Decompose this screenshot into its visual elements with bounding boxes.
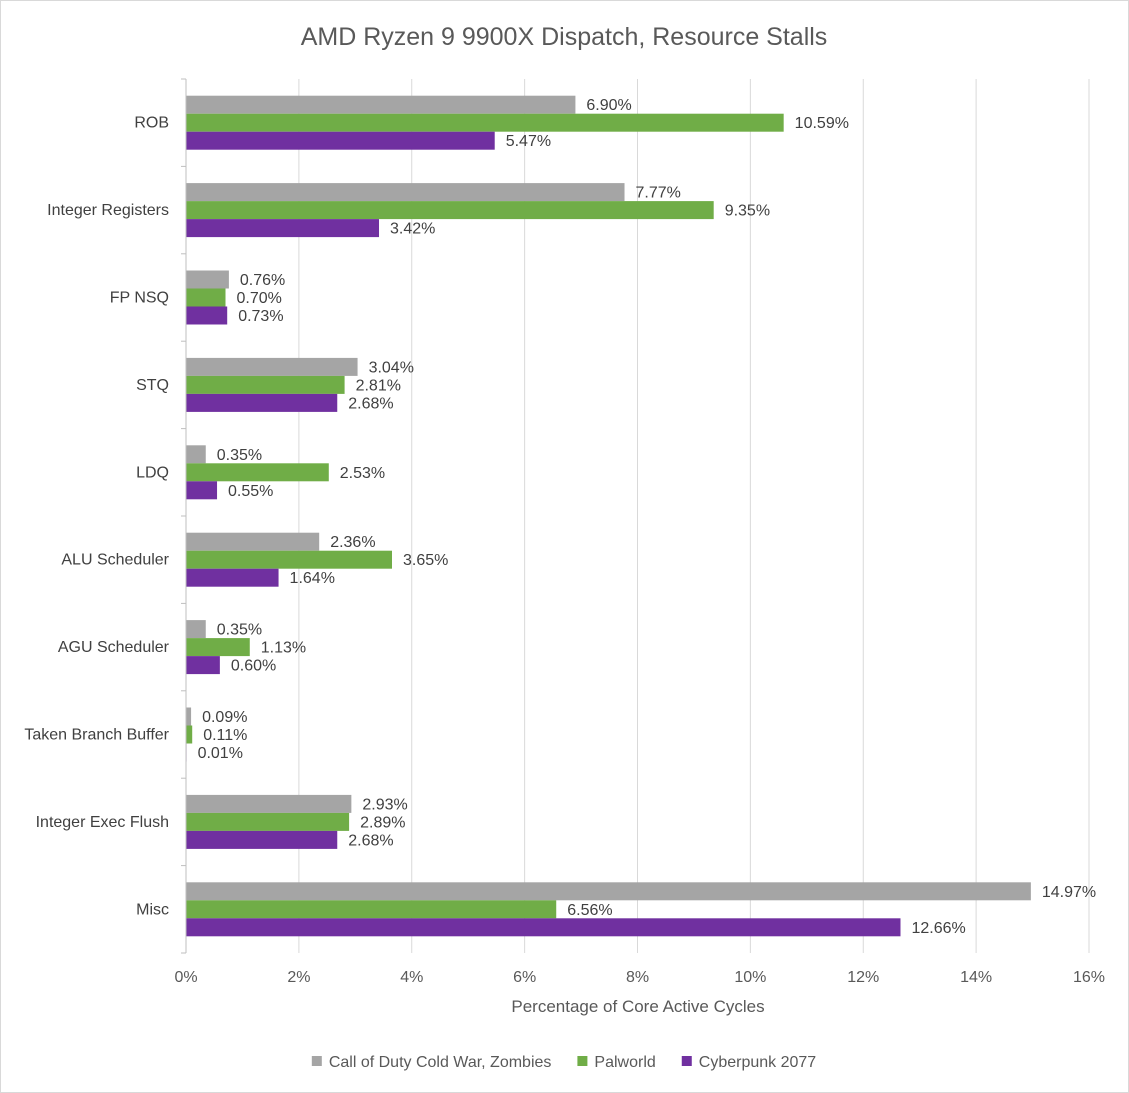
category-label: Misc xyxy=(136,901,169,918)
x-tick-label: 0% xyxy=(174,969,197,986)
category-label: Integer Exec Flush xyxy=(36,814,169,831)
bar xyxy=(186,532,320,551)
bar xyxy=(186,219,380,238)
bar xyxy=(186,393,338,412)
bar xyxy=(186,656,220,675)
legend-swatch xyxy=(577,1056,588,1066)
bar xyxy=(186,481,218,500)
data-label: 7.77% xyxy=(636,185,681,202)
data-label: 14.97% xyxy=(1042,884,1096,901)
category-label: Integer Registers xyxy=(47,202,169,219)
legend-swatch xyxy=(681,1056,692,1066)
data-label: 2.68% xyxy=(348,395,393,412)
data-label: 2.89% xyxy=(360,814,405,831)
bar xyxy=(186,445,206,464)
x-tick-label: 14% xyxy=(960,969,992,986)
bar xyxy=(186,550,392,569)
data-label: 2.68% xyxy=(348,832,393,849)
bar xyxy=(186,620,206,639)
axes xyxy=(181,78,187,954)
data-label: 2.93% xyxy=(362,796,407,813)
bar xyxy=(186,95,576,114)
x-tick-label: 12% xyxy=(847,969,879,986)
category-label: Taken Branch Buffer xyxy=(24,727,169,744)
bar xyxy=(186,794,352,813)
data-label: 2.36% xyxy=(330,534,375,551)
legend: Call of Duty Cold War, Zombies Palworld Cy… xyxy=(311,1054,817,1071)
legend-label: Cyberpunk 2077 xyxy=(699,1054,817,1071)
bar xyxy=(186,568,279,587)
x-axis-title: Percentage of Core Active Cycles xyxy=(511,997,764,1016)
bar xyxy=(186,882,1031,901)
data-label: 0.73% xyxy=(238,308,283,325)
bar xyxy=(186,463,329,482)
data-label: 0.35% xyxy=(217,447,262,464)
bar xyxy=(186,113,784,132)
bar xyxy=(186,638,250,657)
data-label: 3.42% xyxy=(390,221,435,238)
bar xyxy=(186,830,338,849)
legend-swatch xyxy=(311,1056,322,1066)
data-label: 5.47% xyxy=(506,133,551,150)
bar xyxy=(186,201,714,220)
legend-label: Palworld xyxy=(594,1054,655,1071)
data-label: 2.81% xyxy=(356,377,401,394)
x-tick-label: 16% xyxy=(1073,969,1105,986)
data-label: 6.56% xyxy=(567,902,612,919)
data-label: 3.04% xyxy=(369,359,414,376)
bar xyxy=(186,900,557,919)
data-label: 0.11% xyxy=(203,727,247,744)
legend-label: Call of Duty Cold War, Zombies xyxy=(329,1054,552,1071)
bar xyxy=(186,357,358,376)
x-tick-label: 4% xyxy=(400,969,423,986)
data-label: 9.35% xyxy=(725,203,770,220)
chart-title: AMD Ryzen 9 9900X Dispatch, Resource Sta… xyxy=(301,23,828,51)
bar xyxy=(186,918,901,937)
category-label: ROB xyxy=(134,115,169,132)
x-tick-label: 2% xyxy=(287,969,310,986)
category-label: STQ xyxy=(136,377,169,394)
data-label: 0.35% xyxy=(217,622,262,639)
data-label: 0.70% xyxy=(237,290,282,307)
bar xyxy=(186,131,495,150)
bar xyxy=(186,375,345,394)
data-label: 1.13% xyxy=(261,640,306,657)
data-label: 12.66% xyxy=(911,920,965,937)
bar xyxy=(186,288,226,307)
data-label: 0.55% xyxy=(228,483,273,500)
category-label: AGU Scheduler xyxy=(58,639,170,656)
data-label: 10.59% xyxy=(795,115,849,132)
data-label: 0.60% xyxy=(231,658,276,675)
bar xyxy=(186,707,192,726)
category-label: FP NSQ xyxy=(110,290,169,307)
bar xyxy=(186,725,193,744)
x-tick-label: 10% xyxy=(734,969,766,986)
bar xyxy=(186,183,625,202)
category-label: LDQ xyxy=(136,464,169,481)
bar xyxy=(186,270,229,289)
x-tick-label: 8% xyxy=(626,969,649,986)
bar xyxy=(186,306,228,325)
data-label: 6.90% xyxy=(586,97,631,114)
labels: 0% 2% 4% 6% 8% 10% 12% 14% 16% ROB 6.90% 10.59% 5.47… xyxy=(24,97,1105,986)
data-label: 0.76% xyxy=(240,272,285,289)
data-label: 2.53% xyxy=(340,465,385,482)
data-label: 1.64% xyxy=(290,570,335,587)
bars xyxy=(186,95,1031,937)
data-label: 0.01% xyxy=(198,745,243,762)
bar xyxy=(186,812,350,831)
category-label: ALU Scheduler xyxy=(61,552,169,569)
x-tick-label: 6% xyxy=(513,969,536,986)
data-label: 3.65% xyxy=(403,552,448,569)
data-label: 0.09% xyxy=(202,709,247,726)
